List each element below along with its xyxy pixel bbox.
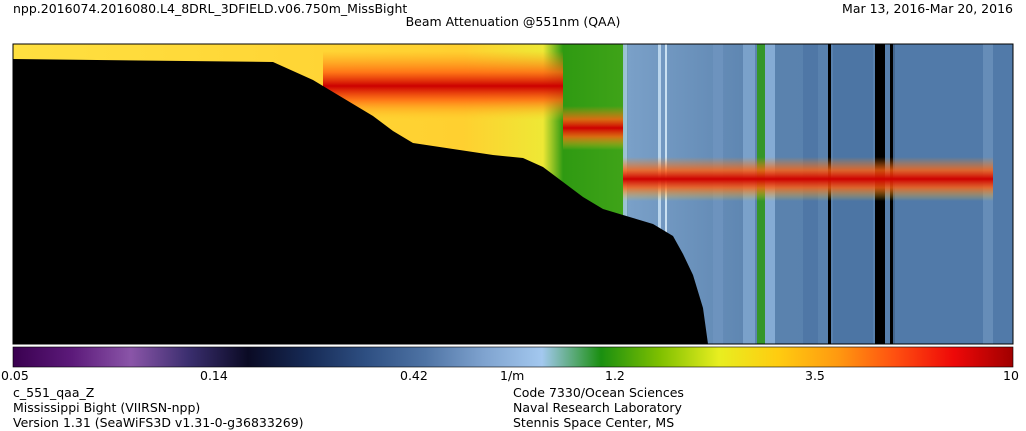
turbidity-layer-1 — [563, 106, 623, 150]
chart-title: Beam Attenuation @551nm (QAA) — [405, 14, 621, 29]
filename-label: npp.2016074.2016080.L4_8DRL_3DFIELD.v06.… — [13, 1, 408, 16]
footer-lab: Naval Research Laboratory — [513, 400, 682, 415]
colorbar-tick-4: 1.2 — [605, 368, 625, 383]
footer-product: c_551_qaa_Z — [13, 385, 95, 400]
footer-region: Mississippi Bight (VIIRSN-npp) — [13, 400, 201, 415]
colorbar-tick-0: 0.05 — [1, 368, 29, 383]
turbidity-layer-2 — [623, 157, 993, 201]
turbidity-layers — [323, 51, 993, 201]
colorbar-units: 1/m — [500, 368, 525, 383]
colorbar-frame — [12, 346, 1014, 368]
colorbar-tick-1: 0.14 — [200, 368, 228, 383]
turbidity-layer-0 — [323, 51, 563, 121]
colorbar-tick-5: 3.5 — [805, 368, 825, 383]
seafloor-mask — [13, 59, 708, 344]
colorbar-tick-2: 0.42 — [400, 368, 428, 383]
colorbar-tick-6: 10 — [1003, 368, 1019, 383]
plot-frame — [12, 43, 1014, 345]
footer-version: Version 1.31 (SeaWiFS3D v1.31-0-g3683326… — [13, 415, 304, 430]
colorbar — [13, 347, 1013, 367]
date-range-label: Mar 13, 2016-Mar 20, 2016 — [842, 1, 1013, 16]
footer-location: Stennis Space Center, MS — [513, 415, 675, 430]
footer-code: Code 7330/Ocean Sciences — [513, 385, 684, 400]
section-plot — [13, 44, 1013, 344]
